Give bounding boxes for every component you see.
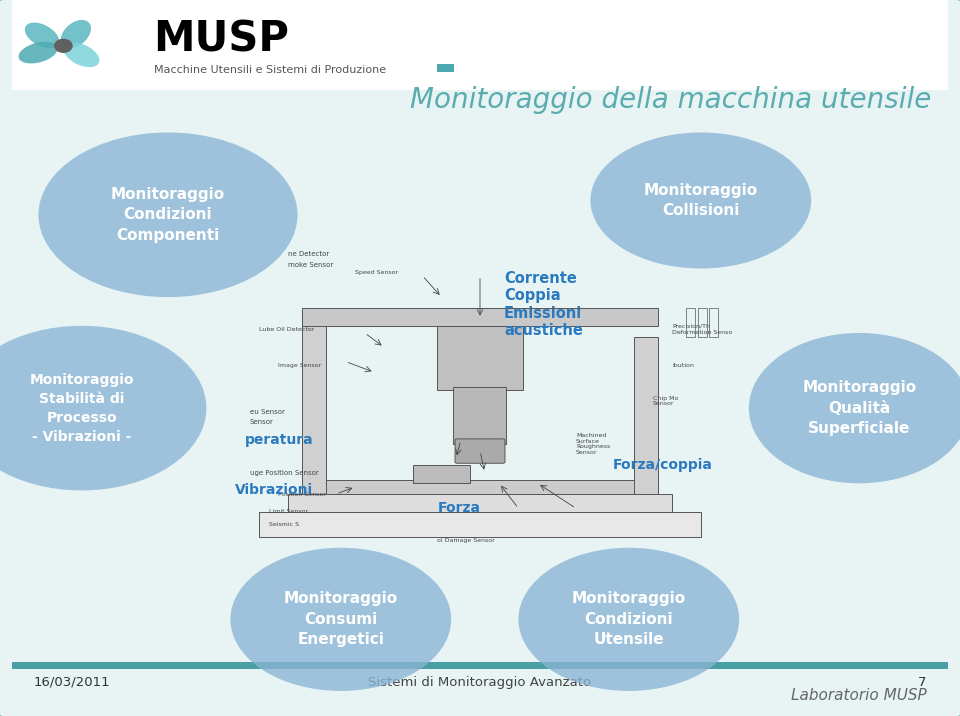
Text: Monitoraggio
Consumi
Energetici: Monitoraggio Consumi Energetici xyxy=(284,591,397,647)
Text: Monitoraggio
Stabilità di
Processo
- Vibrazioni -: Monitoraggio Stabilità di Processo - Vib… xyxy=(30,373,133,443)
Text: Monitoraggio
Condizioni
Componenti: Monitoraggio Condizioni Componenti xyxy=(111,187,225,243)
Text: Position Sensor: Position Sensor xyxy=(278,492,326,496)
Text: peratura: peratura xyxy=(245,433,313,448)
Text: eu Sensor: eu Sensor xyxy=(250,409,284,415)
Text: ol Damage Sensor: ol Damage Sensor xyxy=(437,538,494,543)
Bar xyxy=(437,326,523,390)
Bar xyxy=(12,0,948,90)
Bar xyxy=(413,465,470,483)
Text: Seismic S: Seismic S xyxy=(269,522,299,526)
Text: Monitoraggio
Condizioni
Utensile: Monitoraggio Condizioni Utensile xyxy=(572,591,685,647)
Text: Vibrazioni: Vibrazioni xyxy=(235,483,313,498)
Ellipse shape xyxy=(749,333,960,483)
Text: Monitoraggio della macchina utensile: Monitoraggio della macchina utensile xyxy=(410,86,931,115)
Text: Corrente
Coppia
Emissioni
acustiche: Corrente Coppia Emissioni acustiche xyxy=(504,271,583,338)
Text: ibution: ibution xyxy=(672,363,694,367)
Text: Lube Oil Detector: Lube Oil Detector xyxy=(259,327,315,332)
Text: Macchine Utensili e Sistemi di Produzione: Macchine Utensili e Sistemi di Produzion… xyxy=(154,65,386,75)
Bar xyxy=(437,64,454,72)
Bar xyxy=(317,480,643,494)
Ellipse shape xyxy=(590,132,811,268)
Ellipse shape xyxy=(63,42,100,67)
Bar xyxy=(709,308,718,337)
Text: Laboratorio MUSP: Laboratorio MUSP xyxy=(791,689,926,703)
Circle shape xyxy=(55,39,72,52)
Ellipse shape xyxy=(18,42,58,64)
Bar xyxy=(453,387,506,444)
Text: Image Sensor: Image Sensor xyxy=(278,363,322,367)
Ellipse shape xyxy=(38,132,298,297)
Text: Forza: Forza xyxy=(438,501,480,516)
Text: 7: 7 xyxy=(918,676,926,689)
Bar xyxy=(634,337,658,494)
Text: MUSP: MUSP xyxy=(154,19,290,60)
Bar xyxy=(259,512,701,537)
Text: Precision/Th
Deformation Senso: Precision/Th Deformation Senso xyxy=(672,324,732,335)
Text: 16/03/2011: 16/03/2011 xyxy=(34,676,110,689)
Bar xyxy=(12,662,948,669)
Text: Forza/coppia: Forza/coppia xyxy=(612,458,712,473)
Ellipse shape xyxy=(60,20,91,49)
Text: Sistemi di Monitoraggio Avanzato: Sistemi di Monitoraggio Avanzato xyxy=(369,676,591,689)
Ellipse shape xyxy=(25,23,60,48)
Bar xyxy=(302,315,326,494)
Bar xyxy=(698,308,707,337)
Text: Monitoraggio
Collisioni: Monitoraggio Collisioni xyxy=(644,183,757,218)
Ellipse shape xyxy=(230,548,451,691)
Ellipse shape xyxy=(0,326,206,490)
Bar xyxy=(302,308,658,326)
Text: Chip Mo
Sensor: Chip Mo Sensor xyxy=(653,395,678,407)
Text: Monitoraggio
Qualità
Superficiale: Monitoraggio Qualità Superficiale xyxy=(803,380,916,436)
Bar xyxy=(288,494,672,512)
Text: Machined
Surface
Roughness
Sensor: Machined Surface Roughness Sensor xyxy=(576,432,611,455)
FancyBboxPatch shape xyxy=(455,439,505,463)
Text: moke Sensor: moke Sensor xyxy=(288,262,333,268)
Text: Speed Sensor: Speed Sensor xyxy=(355,270,398,274)
Text: Limit Sensor: Limit Sensor xyxy=(269,510,308,514)
Text: ne Detector: ne Detector xyxy=(288,251,329,257)
Text: uge Position Sensor: uge Position Sensor xyxy=(250,470,319,475)
Ellipse shape xyxy=(518,548,739,691)
Bar xyxy=(686,308,695,337)
Text: Sensor: Sensor xyxy=(250,420,274,425)
